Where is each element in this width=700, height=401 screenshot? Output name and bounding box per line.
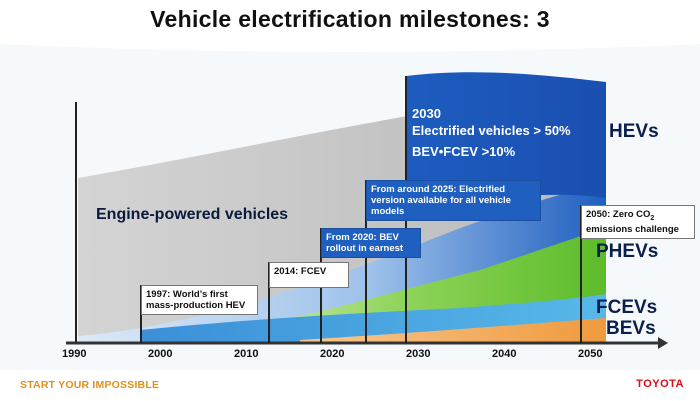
x-tick-label: 1990: [62, 348, 87, 360]
milestone-2030-line1: Electrified vehicles > 50%: [412, 123, 571, 138]
milestone-2020-flag: From 2020: BEV rollout in earnest: [321, 228, 421, 258]
hevs-label: HEVs: [609, 121, 659, 142]
milestone-2025-flag: From around 2025: Electrified version av…: [366, 180, 541, 221]
milestone-2014-flag: 2014: FCEV: [269, 262, 349, 288]
milestone-2050-flag: 2050: Zero CO2 emissions challenge: [581, 205, 695, 239]
x-tick-label: 2010: [234, 348, 259, 360]
footer-slogan: START YOUR IMPOSSIBLE: [20, 379, 160, 391]
x-tick-label: 2050: [578, 348, 603, 360]
milestone-2030-box: [406, 72, 606, 199]
phevs-label: PHEVs: [596, 241, 659, 262]
x-tick-label: 2030: [406, 348, 431, 360]
page-title: Vehicle electrification milestones: 3: [150, 6, 550, 32]
x-tick-label: 2040: [492, 348, 517, 360]
x-tick-label: 2020: [320, 348, 345, 360]
x-tick-label: 2000: [148, 348, 173, 360]
bevs-label: BEVs: [606, 318, 656, 339]
milestone-2030-year: 2030: [412, 106, 441, 121]
milestone-2050-pole: [580, 205, 582, 343]
milestone-1997-flag: 1997: World’s first mass-production HEV: [141, 285, 258, 315]
milestone-2014-pole: [268, 262, 270, 343]
x-axis-arrow: [658, 337, 668, 349]
engine-area-label: Engine-powered vehicles: [96, 206, 289, 223]
milestone-2050-subscript: 2: [650, 214, 655, 222]
milestone-2050-text-a: 2050: Zero CO: [586, 209, 651, 220]
milestone-2030-line2: BEV•FCEV >10%: [412, 144, 516, 159]
fcevs-label: FCEVs: [596, 297, 658, 318]
footer-logo-text: TOYOTA: [636, 378, 684, 390]
milestone-2050-text-b: emissions challenge: [586, 223, 679, 235]
bev-area: [300, 318, 606, 342]
milestone-2025-pole: [365, 180, 367, 343]
